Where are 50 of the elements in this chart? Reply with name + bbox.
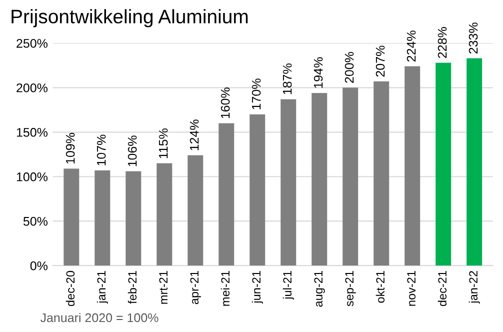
data-label: 194% [314,57,323,88]
x-tick-label: dec-20 [66,270,75,306]
bar [126,171,142,266]
data-label: 207% [376,46,385,77]
y-tick-label: 150% [16,128,48,137]
x-tick-label: sep-21 [345,271,356,306]
data-label: 224% [406,30,416,62]
bar [374,81,390,266]
x-tick-label: mei-21 [220,271,230,306]
bar [312,92,328,266]
data-label: 200% [344,52,354,83]
data-label: 109% [66,132,75,164]
y-tick-label: 100% [16,172,48,182]
y-tick-label: 50% [23,216,48,226]
x-tick-label: jul-21 [282,271,294,300]
y-tick-label: 200% [16,83,48,92]
bar [342,88,358,266]
bar [64,168,80,266]
x-tick-label: feb-21 [128,271,137,304]
data-label: 228% [438,27,447,58]
data-label: 170% [252,78,261,110]
x-tick-label: jan-21 [96,271,108,304]
x-tick-label: mrt-21 [159,271,168,304]
x-tick-label: dec-21 [438,271,447,306]
bar [188,155,204,266]
data-label: 106% [128,136,137,166]
bar [466,58,482,266]
bar [436,62,452,266]
data-label: 115% [158,128,168,158]
y-tick-label: 0% [30,261,48,270]
bar [156,163,172,266]
x-tick-label: aug-21 [314,271,325,307]
data-label: 107% [96,134,106,166]
x-tick-label: jun-21 [252,271,263,304]
bar [218,123,234,266]
x-tick-label: apr-21 [190,271,201,304]
text: Januari 2020 = 100% [40,312,158,322]
x-tick-label: nov-21 [407,271,416,306]
bar [94,170,110,266]
bar [250,114,266,266]
data-label: 187% [282,64,292,94]
chart-title: Prijsontwikkeling Aluminium [12,9,248,28]
data-label: 160% [220,88,230,118]
y-tick-label: 250% [16,38,48,48]
data-label: 124% [190,120,199,150]
bar [280,99,296,266]
x-tick-label: jan-22 [468,271,480,304]
data-label: 233% [468,22,478,54]
x-tick-label: okt-21 [376,271,385,303]
bar [404,66,420,266]
